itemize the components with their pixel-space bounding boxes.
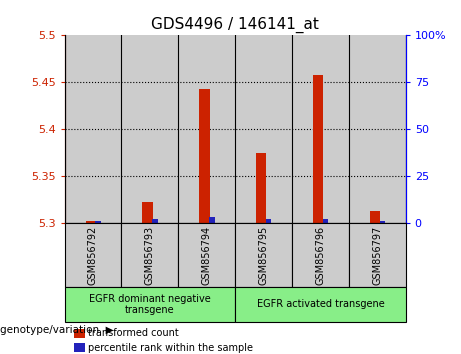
Bar	[209, 217, 215, 223]
Bar	[95, 221, 101, 223]
Text: EGFR activated transgene: EGFR activated transgene	[256, 299, 384, 309]
Bar	[121, 35, 178, 223]
Bar	[349, 223, 406, 287]
Text: percentile rank within the sample: percentile rank within the sample	[88, 343, 253, 353]
Text: GSM856793: GSM856793	[145, 226, 155, 285]
Text: GSM856794: GSM856794	[201, 226, 212, 285]
Bar	[74, 343, 85, 353]
Bar	[235, 223, 292, 287]
Bar	[323, 219, 328, 223]
Bar	[65, 287, 235, 322]
Text: GSM856792: GSM856792	[88, 226, 98, 285]
Bar	[152, 219, 158, 223]
Bar	[379, 221, 385, 223]
Bar	[235, 35, 292, 223]
Bar	[235, 287, 406, 322]
Text: transformed count: transformed count	[88, 328, 178, 338]
Bar	[199, 89, 209, 223]
Bar	[74, 329, 85, 338]
Bar	[349, 35, 406, 223]
Bar	[256, 153, 266, 223]
Bar	[178, 35, 235, 223]
Bar	[178, 223, 235, 287]
Bar	[292, 223, 349, 287]
Bar	[65, 223, 121, 287]
Bar	[86, 221, 96, 223]
Bar	[292, 35, 349, 223]
Bar	[121, 223, 178, 287]
Text: genotype/variation  ▶: genotype/variation ▶	[0, 325, 113, 335]
Title: GDS4496 / 146141_at: GDS4496 / 146141_at	[151, 16, 319, 33]
Bar	[142, 202, 153, 223]
Text: GSM856797: GSM856797	[372, 226, 382, 285]
Bar	[65, 35, 121, 223]
Text: GSM856795: GSM856795	[259, 226, 269, 285]
Text: GSM856796: GSM856796	[315, 226, 325, 285]
Bar	[313, 75, 323, 223]
Text: EGFR dominant negative
transgene: EGFR dominant negative transgene	[89, 293, 211, 315]
Bar	[370, 211, 380, 223]
Bar	[266, 219, 272, 223]
